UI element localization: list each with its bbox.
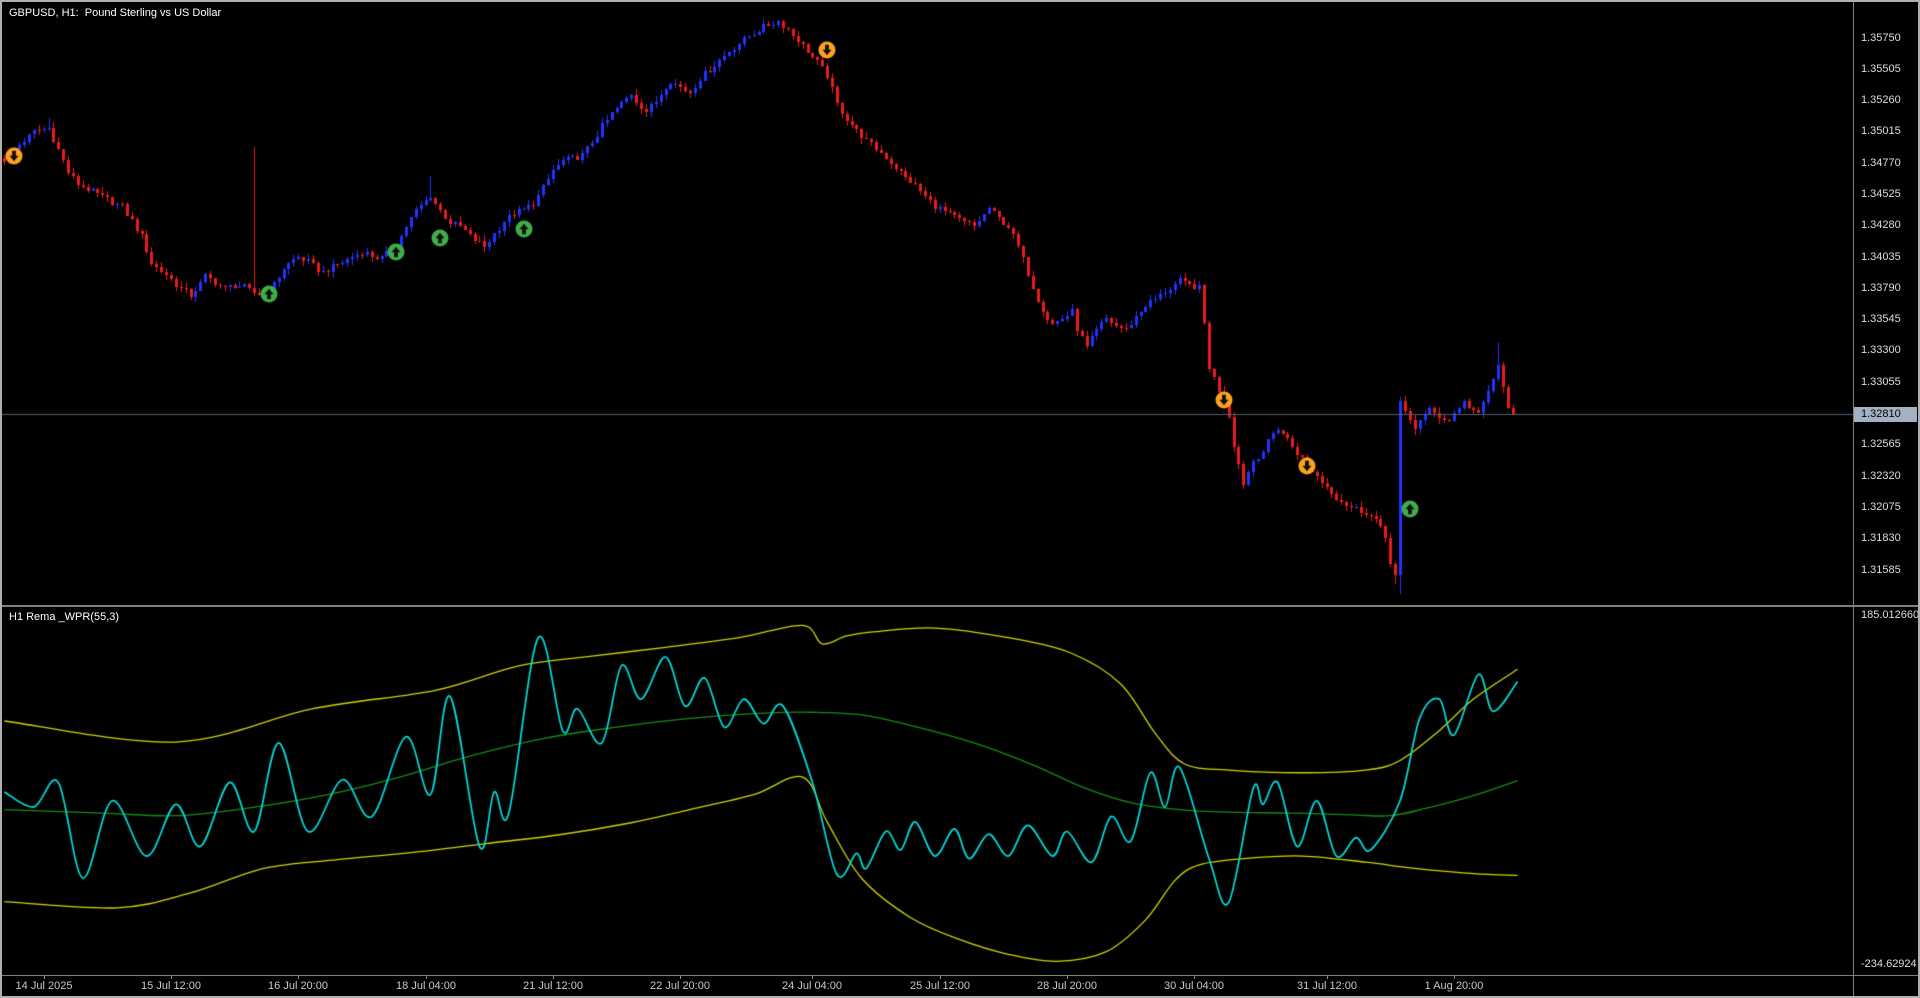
indicator-canvas[interactable]: [2, 607, 1853, 975]
price-scale-border: [1853, 2, 1854, 996]
time-axis-tick: [426, 976, 427, 979]
price-axis-label: 1.32075: [1861, 500, 1901, 513]
price-axis-label: 1.35505: [1861, 62, 1901, 75]
symbol-label: GBPUSD, H1: Pound Sterling vs US Dollar: [9, 7, 222, 19]
time-axis-label: 14 Jul 2025: [15, 980, 73, 992]
price-axis-label: 1.35750: [1861, 31, 1901, 44]
price-axis-label: 1.34035: [1861, 250, 1901, 263]
time-axis-tick: [1067, 976, 1068, 979]
price-axis-label: 1.33300: [1861, 344, 1901, 357]
current-price-tag: 1.32810: [1854, 407, 1917, 422]
price-axis-label: 1.34280: [1861, 219, 1901, 232]
time-axis-tick: [680, 976, 681, 979]
time-axis-label: 18 Jul 04:00: [396, 980, 456, 992]
time-axis-label: 28 Jul 20:00: [1037, 980, 1097, 992]
time-axis-tick: [812, 976, 813, 979]
price-axis-label: 1.32320: [1861, 469, 1901, 482]
time-axis-border: [2, 975, 1918, 976]
time-axis-tick: [298, 976, 299, 979]
price-axis-label: 1.34770: [1861, 156, 1901, 169]
time-axis-label: 21 Jul 12:00: [523, 980, 583, 992]
price-axis-label: 1.34525: [1861, 187, 1901, 200]
time-axis[interactable]: 14 Jul 2025 15 Jul 12:00 16 Jul 20:00 18 Ju…: [2, 976, 1853, 996]
time-axis-tick: [1454, 976, 1455, 979]
indicator-max-label: 185.012660: [1861, 609, 1920, 621]
price-axis-label: 1.33055: [1861, 375, 1901, 388]
price-axis-label: 1.33545: [1861, 313, 1901, 326]
time-axis-tick: [44, 976, 45, 979]
pane-splitter[interactable]: [2, 605, 1918, 607]
time-axis-label: 31 Jul 12:00: [1297, 980, 1357, 992]
indicator-min-label: -234.62924: [1861, 958, 1917, 970]
price-axis-label: 1.35260: [1861, 94, 1901, 107]
price-chart-canvas[interactable]: [2, 2, 1853, 605]
time-axis-label: 1 Aug 20:00: [1424, 980, 1484, 992]
price-axis-label: 1.31585: [1861, 563, 1901, 576]
time-axis-label: 30 Jul 04:00: [1164, 980, 1224, 992]
price-scale[interactable]: 1.32810 185.012660 -234.62924 1.35750 1.3…: [1854, 2, 1918, 996]
time-axis-label: 25 Jul 12:00: [910, 980, 970, 992]
time-axis-label: 22 Jul 20:00: [650, 980, 710, 992]
time-axis-tick: [1327, 976, 1328, 979]
time-axis-tick: [171, 976, 172, 979]
time-axis-label: 16 Jul 20:00: [268, 980, 328, 992]
price-axis-label: 1.33790: [1861, 281, 1901, 294]
price-axis-label: 1.32565: [1861, 438, 1901, 451]
time-axis-label: 24 Jul 04:00: [782, 980, 842, 992]
time-axis-label: 15 Jul 12:00: [141, 980, 201, 992]
time-axis-tick: [940, 976, 941, 979]
time-axis-tick: [553, 976, 554, 979]
price-axis-label: 1.35015: [1861, 125, 1901, 138]
time-axis-tick: [1194, 976, 1195, 979]
indicator-label: H1 Rema _WPR(55,3): [9, 611, 120, 623]
price-axis-label: 1.31830: [1861, 532, 1901, 545]
